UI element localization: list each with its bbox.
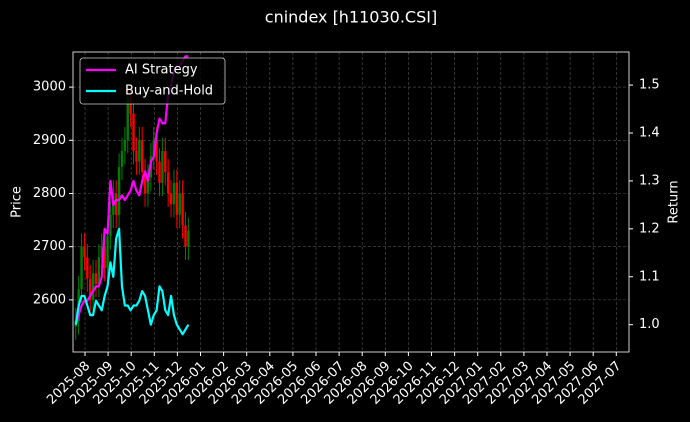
candle-body <box>86 257 89 279</box>
candle-body <box>126 97 129 141</box>
candle-body <box>164 150 167 173</box>
candle-body <box>109 214 112 237</box>
y-tick-label: 2700 <box>33 239 66 254</box>
y2-tick-label: 1.3 <box>639 173 660 188</box>
y2-tick-label: 1.2 <box>639 221 660 236</box>
y-tick-label: 2800 <box>33 186 66 201</box>
legend: AI Strategy Buy-and-Hold <box>79 57 226 105</box>
candle-body <box>155 140 158 162</box>
y2-tick-label: 1.1 <box>639 269 660 284</box>
candle-body <box>94 273 98 284</box>
candle-body <box>106 236 109 268</box>
candle-body <box>120 150 124 167</box>
legend-box <box>79 57 226 105</box>
candle-body <box>146 177 150 194</box>
candle-body <box>91 273 95 300</box>
legend-label: Buy-and-Hold <box>125 84 213 99</box>
candle-body <box>117 166 121 215</box>
y2-tick-label: 1.4 <box>639 125 660 140</box>
candle-body <box>132 113 135 151</box>
candle-body <box>143 172 147 194</box>
y2-tick-label: 1.5 <box>639 78 660 93</box>
candle-body <box>83 246 86 258</box>
candle-body <box>175 182 179 215</box>
candle-body <box>80 246 83 290</box>
candle-body <box>172 182 176 205</box>
candle-body <box>89 278 92 300</box>
candle-body <box>114 193 118 215</box>
y-tick-label: 2600 <box>33 292 66 307</box>
candle-body <box>103 246 106 268</box>
chart-title: cnindex [h11030.CSI] <box>265 8 437 27</box>
y-tick-label: 2900 <box>33 133 66 148</box>
candle-body <box>161 150 164 183</box>
candle-body <box>97 257 101 284</box>
y-axis-label: Price <box>10 186 25 218</box>
candle-body <box>158 161 161 183</box>
candle-body <box>187 230 190 247</box>
y2-tick-label: 1.0 <box>639 317 660 332</box>
candle-body <box>135 150 138 162</box>
candle-body <box>181 193 184 226</box>
candle-body <box>138 140 141 162</box>
candle-body <box>166 172 170 194</box>
candle-body <box>100 246 103 258</box>
legend-label: AI Strategy <box>125 63 198 78</box>
candle-body <box>169 193 173 205</box>
candle-body <box>184 225 187 247</box>
candle-body <box>140 140 144 173</box>
return-line <box>74 227 190 336</box>
candle-body <box>123 140 127 151</box>
candle-body <box>129 97 132 114</box>
y2-axis-label: Return <box>667 180 682 223</box>
plot-frame <box>72 51 630 353</box>
y-tick-label: 3000 <box>33 80 66 95</box>
candle-body <box>178 193 181 215</box>
